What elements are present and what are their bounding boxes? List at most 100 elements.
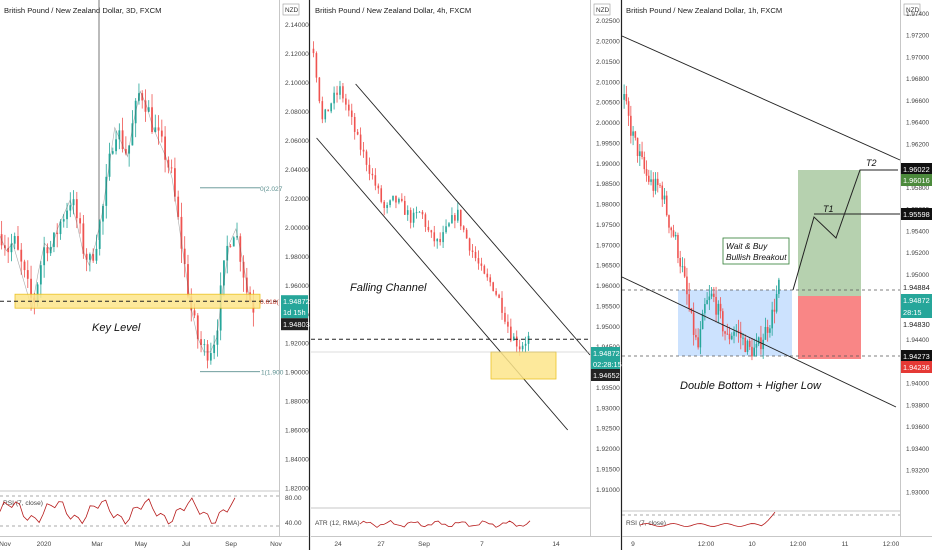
p3-candle xyxy=(699,329,702,348)
p2-candle xyxy=(392,195,394,201)
p2-candle xyxy=(421,211,424,215)
countdown-tag-bg xyxy=(591,358,620,370)
p1-candle xyxy=(193,310,196,316)
p3-candle xyxy=(663,195,666,200)
double-bottom-zone xyxy=(678,290,792,356)
p2-candle xyxy=(356,131,359,135)
currency-label: NZD xyxy=(906,7,920,14)
p1-candle xyxy=(115,139,117,152)
p1-candle xyxy=(10,243,13,253)
y-tick-label: 1.96600 xyxy=(906,98,930,105)
t2-label: T2 xyxy=(866,158,877,168)
p3-candle xyxy=(650,179,652,182)
last-price-tag: 1.94872 xyxy=(903,296,930,305)
y-tick-label: 1.95200 xyxy=(906,250,930,257)
p2-candle xyxy=(321,101,324,120)
p3-candle xyxy=(632,131,634,136)
p3-candle xyxy=(728,333,731,340)
resistance-price-tag-bg xyxy=(901,281,932,293)
p3-candle xyxy=(672,230,675,237)
p2-candle xyxy=(380,188,383,202)
currency-box xyxy=(593,3,611,16)
p1-candle xyxy=(105,176,108,206)
p2-candle xyxy=(448,223,450,227)
y-tick-label: 1.91000 xyxy=(596,487,620,494)
p1-candle xyxy=(43,247,46,266)
p3-candle xyxy=(744,337,747,352)
p1-candle xyxy=(147,107,150,112)
t2-price-tag-bg xyxy=(901,163,932,175)
p3-candle xyxy=(697,337,699,348)
countdown-tag: 28:15 xyxy=(903,308,922,317)
p2-candle xyxy=(401,198,403,201)
p2-candle xyxy=(507,321,509,327)
p1-candle xyxy=(20,249,23,262)
lower-trendline xyxy=(621,276,897,408)
p2-candle xyxy=(474,251,477,259)
y-tick-label: 2.00000 xyxy=(285,225,309,232)
stop-price-tag: 1.94236 xyxy=(903,363,930,372)
p3-candle xyxy=(730,335,733,340)
y-tick-label: 2.10000 xyxy=(285,80,309,87)
p3-candle xyxy=(645,169,648,176)
y-tick-label: 1.97000 xyxy=(906,54,930,61)
p2-candle xyxy=(471,250,474,252)
p3-candle xyxy=(643,156,646,170)
target-price-tag: 1.96016 xyxy=(903,176,930,185)
p1-candle xyxy=(157,127,160,131)
p2-candle xyxy=(524,343,527,346)
y-tick-label: 1.96800 xyxy=(906,76,930,83)
key-level-annotation: Key Level xyxy=(92,322,141,334)
y-tick-label: 1.93000 xyxy=(596,405,620,412)
p2-candle xyxy=(362,149,365,152)
p3-candle xyxy=(706,300,708,305)
close-price-tag: 1.94803 xyxy=(283,320,310,329)
p3-candle xyxy=(771,309,773,329)
p1-candle xyxy=(223,260,225,286)
p2-candle xyxy=(492,282,494,291)
p3-candle xyxy=(713,293,715,297)
y-tick-label: 1.98500 xyxy=(596,181,620,188)
p1-candle xyxy=(177,196,180,217)
p3-candle xyxy=(670,227,673,231)
p3-candle xyxy=(739,331,742,338)
rsi-line xyxy=(639,511,776,527)
p2-candle xyxy=(415,212,418,214)
p3-candle xyxy=(755,343,758,348)
last-price-tag-bg xyxy=(281,295,308,308)
y-tick-label: 1.95400 xyxy=(906,228,930,235)
x-tick-label: Sep xyxy=(418,541,430,548)
y-tick-label: 1.96400 xyxy=(906,120,930,127)
p3-candle xyxy=(717,303,720,315)
p3-candle xyxy=(726,333,729,335)
p3-candle xyxy=(652,179,655,191)
x-tick-label: 10 xyxy=(748,541,756,548)
p3-candle xyxy=(677,234,679,259)
p2-candle xyxy=(521,345,524,350)
x-tick-label: 24 xyxy=(334,541,342,548)
pattern-annotation: Double Bottom + Higher Low xyxy=(680,380,822,392)
y-tick-label: 2.00500 xyxy=(596,100,620,107)
p2-candle xyxy=(495,290,497,295)
currency-box xyxy=(282,3,300,16)
close-price-tag-bg xyxy=(281,318,308,331)
p1-candle xyxy=(174,168,176,197)
last-price-tag: 1.94872 xyxy=(593,349,620,358)
p2-candle xyxy=(327,109,330,112)
y-tick-label: 1.94000 xyxy=(906,381,930,388)
x-tick-label: 12:00 xyxy=(883,541,900,548)
p2-candle xyxy=(483,265,486,274)
p1-candle xyxy=(66,210,68,220)
y-tick-label: 1.97400 xyxy=(906,11,930,18)
currency-label: NZD xyxy=(596,7,610,14)
y-tick-label: 1.96000 xyxy=(596,283,620,290)
p3-candle xyxy=(681,266,684,268)
x-tick-label: Mar xyxy=(91,541,103,548)
p3-candle xyxy=(659,184,661,186)
p2-candle xyxy=(353,116,356,132)
p1-candle xyxy=(183,248,186,265)
p3-candle xyxy=(753,347,756,357)
p2-candle xyxy=(518,346,521,350)
p2-candle xyxy=(489,277,492,283)
p3-candle xyxy=(683,266,686,277)
